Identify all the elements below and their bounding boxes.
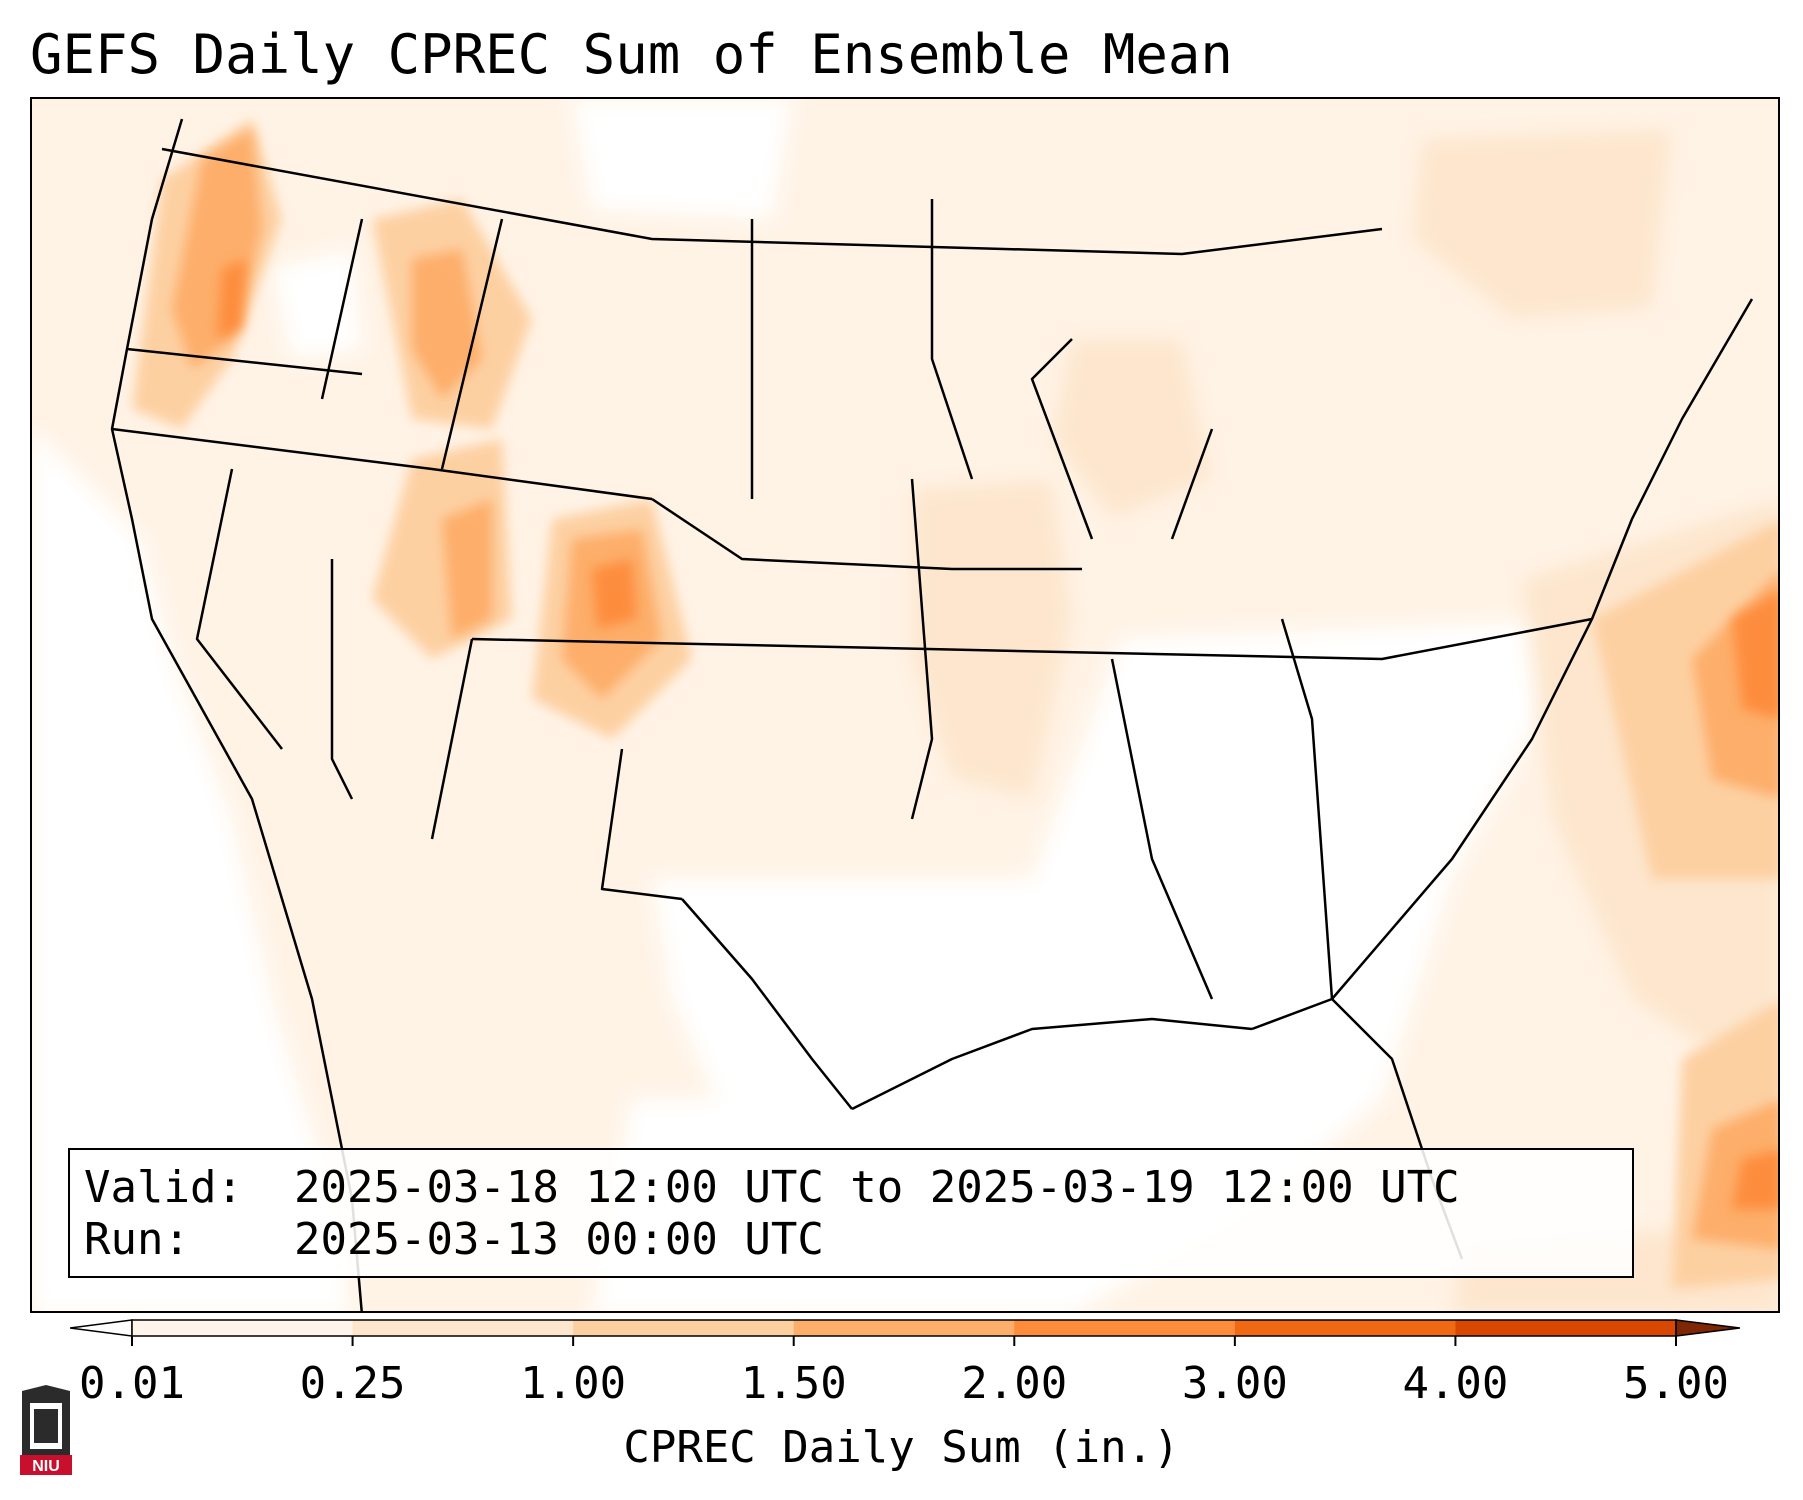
texas-panhandle-line: [600, 748, 683, 901]
precip-map[interactable]: [32, 99, 1780, 1313]
colorbar-segments: [70, 1319, 1740, 1337]
run-line: Run: 2025-03-13 00:00 UTC: [84, 1214, 1632, 1266]
montana-idaho-line: [440, 218, 504, 470]
colorbar-tick-label: 1.50: [740, 1358, 847, 1409]
colorbar-ticks: [131, 1336, 1677, 1346]
colorbar-tick-label: 0.01: [79, 1358, 185, 1409]
niu-logo-text: NIU: [32, 1458, 60, 1475]
colorbar: [70, 1319, 1740, 1346]
south-east-interior-line: [1280, 618, 1334, 1000]
niu-logo: NIU: [20, 1385, 72, 1475]
colorbar-tick-label: 1.00: [520, 1358, 627, 1409]
central-plains-line: [651, 497, 1082, 571]
dry-southeast-region: [652, 619, 1592, 1311]
colorado-to-atlantic-line: [471, 617, 1593, 661]
dry-montana-patch: [572, 99, 792, 219]
dry-pacific-region: [32, 429, 352, 1311]
arizona-west-line: [330, 559, 354, 800]
peach-wisconsin-region: [1052, 339, 1212, 519]
oregon-northern-line: [126, 347, 363, 376]
colorbar-tick-label: 0.25: [299, 1358, 406, 1409]
heavy-idaho-region: [412, 249, 482, 399]
colorbar-tick-label: 5.00: [1623, 1358, 1729, 1409]
colorbar-over-arrow: [1675, 1319, 1740, 1337]
heavy-caribbean-region: [1692, 1100, 1778, 1249]
colorbar-under-arrow: [70, 1319, 133, 1337]
colorbar-segment: [793, 1320, 1015, 1336]
heavy-wasatch-region: [442, 499, 492, 639]
niu-logo-banner: [20, 1455, 72, 1475]
colorbar-outline: [131, 1319, 1677, 1337]
mississippi-line: [1110, 658, 1214, 1000]
niu-logo-tower-window: [34, 1409, 58, 1443]
colorbar-tick-label: 4.00: [1402, 1358, 1509, 1409]
great-plains-east-line: [910, 478, 934, 820]
colorbar-segment: [1014, 1320, 1236, 1336]
dry-inland-pnw-patch: [272, 249, 362, 359]
colorbar-segment: [1234, 1320, 1456, 1336]
colorbar-segment: [1455, 1320, 1677, 1336]
peach-midwest-region: [912, 479, 1072, 799]
max-colorado-core: [592, 559, 637, 629]
colorbar-label: CPREC Daily Sum (in.): [623, 1422, 1180, 1473]
map-panel[interactable]: [30, 97, 1780, 1313]
max-cascade-core: [217, 259, 247, 339]
max-atlantic-core: [1732, 591, 1778, 718]
gulf-coastline: [851, 1017, 1253, 1111]
lake-michigan-line: [1030, 338, 1094, 540]
max-precip-regions: [217, 259, 1778, 1209]
valid-line: Valid: 2025-03-18 12:00 UTC to 2025-03-19…: [84, 1162, 1632, 1214]
colorbar-segment: [573, 1320, 795, 1336]
idaho-west-line: [320, 218, 364, 400]
arizona-newmexico-line: [430, 638, 474, 840]
canada-border-line: [161, 147, 1383, 256]
colorbar-tick-label: 2.00: [961, 1358, 1068, 1409]
max-caribbean-core: [1732, 1150, 1778, 1209]
valid-value: 2025-03-18 12:00 UTC to 2025-03-19 12:00…: [294, 1162, 1460, 1213]
valid-run-info-box: Valid: 2025-03-18 12:00 UTC to 2025-03-19…: [68, 1148, 1634, 1278]
colorbar-tick-label: 3.00: [1181, 1358, 1288, 1409]
run-value: 2025-03-13 00:00 UTC: [294, 1214, 824, 1265]
atlantic-coastline: [1331, 298, 1754, 1000]
map-title: GEFS Daily CPREC Sum of Ensemble Mean: [30, 23, 1233, 86]
colorbar-segment: [352, 1320, 574, 1336]
nevada-line: [195, 468, 283, 750]
peach-quebec-region: [1412, 129, 1672, 319]
michigan-east-line: [1170, 428, 1214, 540]
northern-tier-line: [111, 427, 653, 501]
valid-label: Valid:: [84, 1162, 243, 1213]
minnesota-line: [930, 199, 974, 480]
run-label: Run:: [84, 1214, 190, 1265]
light-precip-regions: [912, 129, 1778, 1311]
texas-border-line: [681, 898, 853, 1110]
boundary-lines: [110, 118, 1754, 1311]
colorbar-segment: [132, 1320, 354, 1336]
medium-gulf-stream-region: [1592, 521, 1778, 879]
